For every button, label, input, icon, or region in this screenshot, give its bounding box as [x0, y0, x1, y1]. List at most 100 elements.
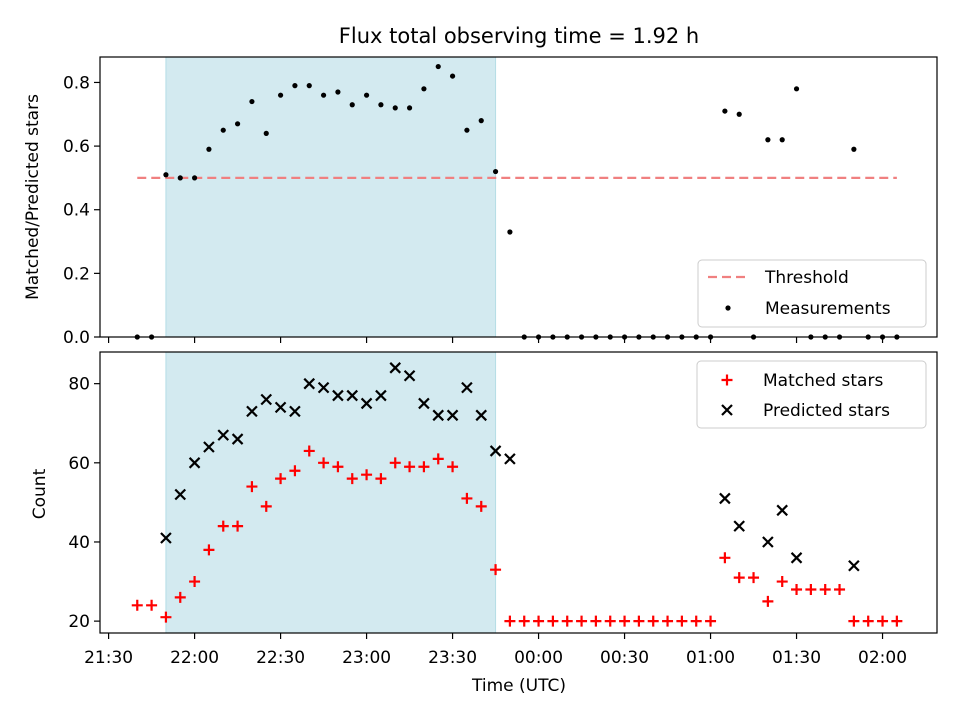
x-tick-label: 21:30 — [84, 648, 133, 668]
matched-stars-point — [576, 615, 588, 627]
measurement-point — [349, 102, 355, 108]
y-tick-label: 40 — [68, 533, 90, 553]
predicted-stars-point — [303, 377, 316, 390]
matched-stars-point — [547, 615, 559, 627]
matched-stars-point — [834, 583, 846, 595]
predicted-stars-point — [790, 552, 803, 564]
legend-measurements-swatch — [725, 305, 731, 311]
matched-stars-point — [246, 481, 258, 493]
legend-box — [696, 360, 927, 429]
measurement-point — [464, 127, 470, 133]
matched-stars-point — [189, 576, 201, 588]
matched-stars-point — [791, 583, 803, 595]
measurement-point — [177, 175, 183, 181]
matched-stars-point — [318, 457, 330, 469]
y-tick-label: 80 — [68, 375, 90, 395]
matched-stars-point — [647, 615, 659, 627]
matched-stars-point — [332, 461, 344, 473]
matched-stars-point — [289, 465, 301, 477]
x-tick-label: 22:00 — [170, 648, 219, 668]
measurement-point — [263, 130, 269, 136]
predicted-stars-point — [231, 433, 244, 445]
x-tick-label: 22:30 — [256, 648, 305, 668]
matched-stars-point — [633, 615, 645, 627]
predicted-stars-point — [489, 445, 502, 457]
predicted-stars-point — [260, 393, 273, 406]
measurement-point — [406, 105, 413, 111]
measurement-point — [435, 63, 441, 70]
matched-stars-point — [260, 500, 272, 512]
matched-stars-point — [375, 473, 387, 485]
matched-stars-point — [490, 564, 502, 576]
predicted-stars-point — [776, 504, 788, 517]
measurement-point — [765, 137, 771, 143]
legend-predicted-label: Predicted stars — [763, 401, 890, 421]
matched-stars-point — [504, 615, 516, 627]
matched-stars-point — [662, 615, 674, 627]
measurement-point — [191, 175, 198, 181]
predicted-stars-point — [389, 362, 402, 374]
matched-stars-point — [891, 615, 903, 627]
observing-window-span — [165, 56, 497, 338]
predicted-stars-point — [432, 409, 445, 422]
matched-stars-point — [203, 544, 215, 556]
measurement-point — [478, 118, 484, 124]
predicted-stars-point — [246, 405, 258, 418]
observing-window-span — [165, 351, 497, 634]
measurement-point — [736, 111, 742, 117]
legend-predicted-swatch — [721, 404, 733, 416]
measurement-point — [449, 73, 456, 79]
measurement-point — [507, 229, 513, 235]
measurement-point — [292, 83, 298, 89]
matched-stars-point — [275, 473, 287, 485]
matched-stars-point — [848, 615, 860, 627]
x-tick-label: 23:00 — [342, 648, 391, 668]
measurement-point — [335, 89, 341, 95]
measurement-point — [163, 172, 169, 178]
legend-matched-swatch — [721, 374, 733, 386]
predicted-stars-point — [274, 401, 287, 414]
measurement-point — [277, 92, 284, 98]
predicted-stars-point — [504, 453, 516, 465]
matched-stars-point — [862, 615, 874, 627]
matched-stars-point — [762, 595, 774, 607]
matched-stars-point — [676, 615, 688, 627]
measurement-point — [779, 137, 785, 143]
matched-stars-point — [748, 572, 760, 584]
predicted-stars-point — [418, 397, 430, 410]
predicted-stars-point — [346, 389, 359, 402]
predicted-stars-point — [461, 381, 473, 394]
matched-stars-point — [160, 611, 172, 623]
matched-stars-point — [561, 615, 573, 627]
y-tick-label: 20 — [68, 612, 90, 632]
predicted-stars-point — [360, 397, 373, 410]
matched-stars-point — [877, 615, 889, 627]
matched-stars-point — [346, 473, 358, 485]
matched-stars-point — [590, 615, 602, 627]
x-tick-label: 23:30 — [428, 648, 477, 668]
matched-stars-point — [475, 500, 487, 512]
axes-frame — [99, 56, 938, 338]
matched-stars-point — [604, 615, 616, 627]
matched-stars-point — [432, 453, 444, 465]
predicted-stars-point — [475, 409, 488, 422]
matched-stars-point — [303, 445, 315, 457]
measurement-point — [306, 83, 312, 89]
predicted-stars-point — [289, 405, 301, 418]
matched-stars-point — [776, 576, 788, 588]
measurement-point — [421, 86, 427, 92]
matched-stars-point — [690, 615, 702, 627]
measurement-point — [234, 121, 241, 127]
measurement-point — [492, 168, 499, 175]
predicted-stars-point — [848, 559, 860, 572]
measurement-point — [220, 127, 226, 133]
x-tick-label: 00:00 — [514, 648, 563, 668]
top-y-axis-label: Matched/Predicted stars — [23, 94, 43, 300]
measurement-point — [722, 108, 728, 114]
predicted-stars-point — [203, 441, 215, 453]
matched-stars-point — [361, 469, 373, 481]
matched-stars-point — [733, 572, 745, 584]
axes-frame — [99, 351, 938, 634]
matched-stars-point — [418, 461, 430, 473]
